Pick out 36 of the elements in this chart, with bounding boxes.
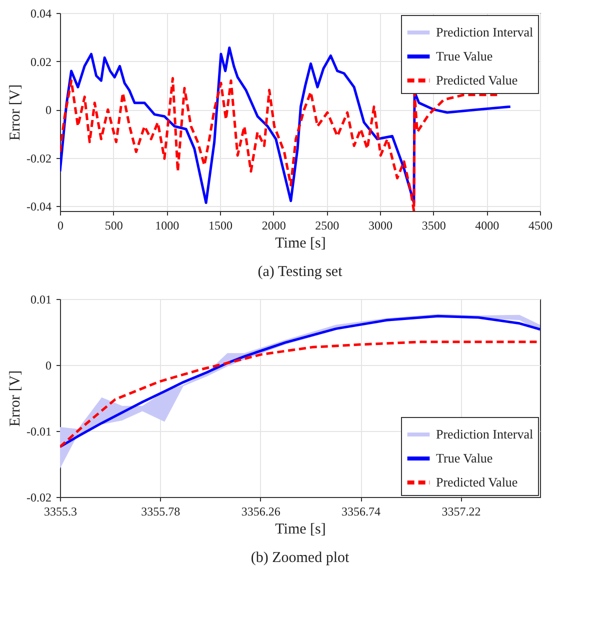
legend-label: True Value <box>436 48 493 64</box>
legend-label: Predicted Value <box>436 72 518 88</box>
x-tick-label: 3357.22 <box>442 504 481 518</box>
legend-label: True Value <box>436 450 493 466</box>
x-tick-label: 4500 <box>528 218 552 232</box>
y-tick-label: -0.01 <box>26 424 52 438</box>
legend-label: Prediction Interval <box>436 426 534 442</box>
x-tick-label: 3356.74 <box>342 504 381 518</box>
y-tick-label: -0.02 <box>26 490 52 504</box>
y-tick-label: 0 <box>46 103 52 118</box>
x-tick-label: 1000 <box>155 218 180 232</box>
text: (b) Zoomed plot <box>250 550 350 566</box>
x-axis-title: Time [s] <box>275 236 326 252</box>
x-tick-label: 3355.3 <box>44 504 77 518</box>
y-axis-title: Error [V] <box>8 370 24 427</box>
y-axis-title: Error [V] <box>8 84 24 141</box>
x-tick-label: 3500 <box>422 218 446 232</box>
y-tick-label: -0.04 <box>26 200 52 214</box>
x-axis-title: Time [s] <box>275 522 326 538</box>
x-tick-label: 2000 <box>262 218 286 232</box>
x-tick-label: 1500 <box>208 218 232 232</box>
legend-label: Prediction Interval <box>436 24 534 40</box>
text: (a) Testing set <box>258 264 344 280</box>
x-tick-label: 3356.26 <box>241 504 280 518</box>
y-tick-label: 0.01 <box>30 292 52 306</box>
x-tick-label: 3000 <box>368 218 392 232</box>
x-tick-label: 4000 <box>475 218 500 232</box>
x-tick-label: 2500 <box>315 218 340 232</box>
y-tick-label: 0.02 <box>30 54 52 69</box>
y-tick-label: -0.02 <box>26 151 52 166</box>
x-tick-label: 0 <box>58 218 64 232</box>
y-tick-label: 0 <box>46 358 52 372</box>
y-tick-label: 0.04 <box>30 6 52 20</box>
x-tick-label: 3355.78 <box>141 504 180 518</box>
x-tick-label: 500 <box>104 218 123 232</box>
legend-label: Predicted Value <box>436 474 518 490</box>
